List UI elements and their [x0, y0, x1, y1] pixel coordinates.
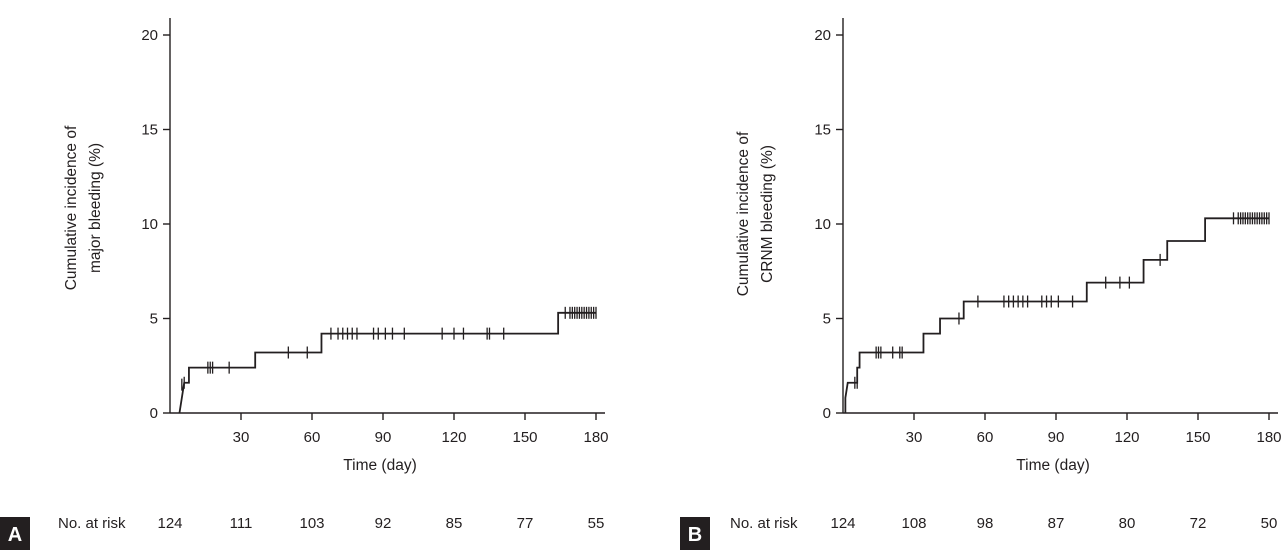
panel-a-y-title-line1: Cumulative incidence of	[63, 125, 80, 290]
panel-a-badge	[0, 517, 30, 550]
panel-b-risk-count: 87	[1048, 515, 1065, 532]
panel-a-ticks: 0 5 10 15 20 30 60 90 120 150 180	[141, 27, 608, 446]
panel-b-y-title-line2: CRNM bleeding (%)	[759, 145, 776, 283]
panel-a-risk-count: 77	[517, 515, 534, 532]
panel-b-ticks: 0 5 10 15 20 30 60 90 120 150 180	[814, 27, 1281, 446]
panel-b-risk-count: 98	[977, 515, 994, 532]
panel-b-risk-count: 80	[1119, 515, 1136, 532]
panel-b-risk-count: 50	[1261, 515, 1278, 532]
panel-a-x-tick-label: 120	[441, 429, 466, 446]
panel-b-x-tick-label: 30	[906, 429, 923, 446]
panel-a-x-tick-label: 180	[583, 429, 608, 446]
panel-b-label: B	[688, 524, 702, 546]
panel-a-x-tick-label: 150	[512, 429, 537, 446]
panel-b-censor-marks	[854, 212, 1270, 389]
panel-b-x-tick-label: 90	[1048, 429, 1065, 446]
panel-b-x-tick-label: 180	[1256, 429, 1281, 446]
panel-a-x-title: Time (day)	[343, 457, 417, 474]
panel-a-risk-count: 85	[446, 515, 463, 532]
panel-a-incidence-curve	[178, 311, 596, 414]
panel-b-x-title: Time (day)	[1016, 457, 1090, 474]
panel-b-y-tick-label: 0	[823, 405, 831, 422]
panel-a-risk-count: 124	[157, 515, 182, 532]
panel-b-incidence-curve	[844, 217, 1269, 413]
panel-b-x-tick-label: 60	[977, 429, 994, 446]
panel-a-risk-count: 103	[299, 515, 324, 532]
panel-a-y-tick-label: 0	[150, 405, 158, 422]
panel-b-risk-counts: 124 108 98 87 80 72 50	[830, 515, 1277, 532]
panel-b-y-tick-label: 10	[814, 216, 831, 233]
panel-a-censor-marks	[181, 306, 597, 391]
panel-a-risk-label: No. at risk	[58, 515, 126, 532]
panel-b-risk-count: 108	[901, 515, 926, 532]
panel-a-x-tick-label: 60	[304, 429, 321, 446]
panel-a-y-tick-label: 15	[141, 122, 158, 139]
panel-b-chart: 0 5 10 15 20 30 60 90 120 150 180 Cumulative incid…	[680, 18, 1282, 550]
panel-b-y-tick-label: 15	[814, 122, 831, 139]
panel-b-badge	[680, 517, 710, 550]
panel-a-chart: 0 5 10 15 20 30 60 90 120 150 180 Cumulative incid…	[0, 18, 609, 550]
panel-a-label: A	[8, 524, 22, 546]
panel-a-y-tick-label: 5	[150, 311, 158, 328]
panel-b-x-tick-label: 150	[1185, 429, 1210, 446]
panel-b-y-title-line1: Cumulative incidence of	[735, 131, 752, 296]
panel-b-risk-label: No. at risk	[730, 515, 798, 532]
panel-a-x-tick-label: 90	[375, 429, 392, 446]
panel-a-x-tick-label: 30	[233, 429, 250, 446]
panel-b-risk-count: 72	[1190, 515, 1207, 532]
panel-a-y-tick-label: 10	[141, 216, 158, 233]
panel-b-risk-count: 124	[830, 515, 855, 532]
panel-a-risk-count: 55	[588, 515, 605, 532]
panel-a-risk-count: 111	[230, 515, 253, 532]
panel-a-y-title-line2: major bleeding (%)	[87, 143, 104, 273]
panel-a-risk-counts: 124 111 103 92 85 77 55	[157, 515, 604, 532]
panel-b-x-tick-label: 120	[1114, 429, 1139, 446]
panel-a-risk-count: 92	[375, 515, 392, 532]
panel-a-y-tick-label: 20	[141, 27, 158, 44]
panel-b-y-tick-label: 20	[814, 27, 831, 44]
panel-b-y-tick-label: 5	[823, 311, 831, 328]
